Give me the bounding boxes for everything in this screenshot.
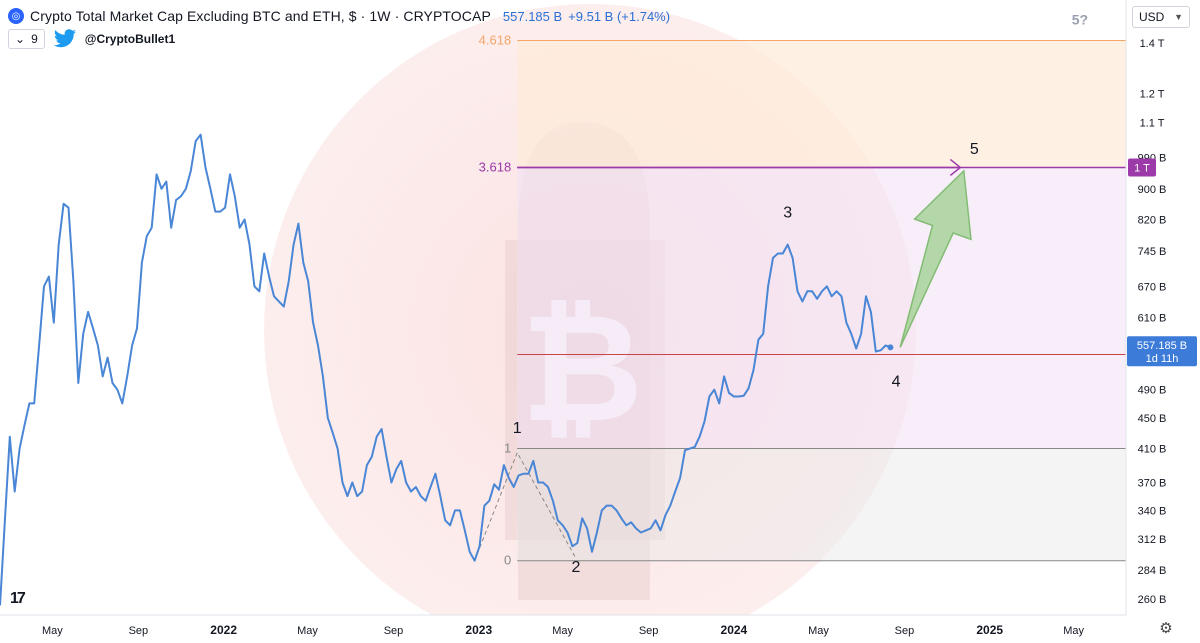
x-tick-label: 2023 [465, 623, 492, 637]
y-tick-label: 900 B [1138, 184, 1167, 196]
symbol-title[interactable]: Crypto Total Market Cap Excluding BTC an… [30, 8, 491, 24]
fib-price-tag-label: 1 T [1134, 162, 1150, 174]
x-tick-label: May [42, 625, 63, 637]
fib-zone-4618 [517, 40, 1126, 168]
y-tick-label: 490 B [1138, 385, 1167, 397]
fib-level-label: 1 [504, 441, 511, 456]
last-price-countdown: 1d 11h [1146, 353, 1179, 365]
price-axis-bg [1126, 0, 1200, 643]
y-tick-label: 370 B [1138, 477, 1167, 489]
cryptocap-logo-icon: ◎ [8, 8, 24, 24]
gear-icon[interactable]: ⚙ [1159, 620, 1173, 637]
indicator-count: 9 [31, 32, 38, 46]
chevron-down-icon: ▼ [1174, 12, 1183, 22]
wave-label: 5? [1072, 11, 1088, 27]
y-tick-label: 450 B [1138, 413, 1167, 425]
x-tick-label: May [297, 625, 318, 637]
currency-select[interactable]: USD ▼ [1132, 6, 1190, 28]
price-series-line [0, 133, 891, 606]
wave-label: 3 [783, 205, 792, 222]
author-handle[interactable]: @CryptoBullet1 [84, 32, 176, 46]
fib-level-label: 0 [504, 553, 511, 568]
wave-label: 4 [892, 373, 901, 390]
indicator-toggle-button[interactable]: ⌄ 9 [8, 29, 45, 49]
wave-label: 1 [513, 420, 522, 437]
x-tick-label: May [1063, 625, 1084, 637]
last-price-tag [1127, 336, 1197, 367]
fib-zone-1 [517, 448, 1126, 561]
last-price-tag-label: 557.185 B [1137, 340, 1187, 352]
x-tick-label: Sep [639, 625, 659, 637]
price-change: +9.51 B (+1.74%) [568, 8, 671, 24]
x-tick-label: Sep [129, 625, 149, 637]
chart-header: ◎ Crypto Total Market Cap Excluding BTC … [8, 6, 670, 26]
y-tick-label: 820 B [1138, 215, 1167, 227]
x-tick-label: 2025 [976, 623, 1003, 637]
y-tick-label: 1.4 T [1140, 38, 1165, 50]
twitter-bird-icon [53, 29, 77, 49]
currency-value: USD [1139, 10, 1165, 24]
target-arrow-head [949, 158, 962, 177]
fib-level-label: 4.618 [479, 32, 512, 47]
fib-zone-3618 [517, 167, 1126, 449]
chevron-down-icon: ⌄ [15, 32, 26, 46]
wave-dashed-line [474, 451, 577, 561]
x-tick-label: Sep [895, 625, 915, 637]
last-price: 557.185 B [502, 8, 563, 24]
y-tick-label: 1.2 T [1140, 89, 1165, 101]
fib-level-label: 3.618 [479, 159, 512, 174]
projection-arrow [899, 169, 972, 348]
y-tick-label: 284 B [1138, 565, 1167, 577]
x-tick-label: 2022 [210, 623, 237, 637]
y-tick-label: 340 B [1138, 505, 1167, 517]
y-tick-label: 1.1 T [1140, 117, 1165, 129]
tradingview-logo-icon: 17 [10, 590, 26, 607]
x-tick-label: May [808, 625, 829, 637]
last-price-dot [887, 344, 894, 351]
time-axis-bg [0, 615, 1126, 643]
y-tick-label: 410 B [1138, 444, 1167, 456]
wave-label: 5 [970, 141, 979, 158]
x-tick-label: 2024 [721, 623, 748, 637]
y-tick-label: 670 B [1138, 281, 1167, 293]
y-tick-label: 312 B [1138, 534, 1167, 546]
y-tick-label: 745 B [1138, 246, 1167, 258]
fib-price-tag [1128, 158, 1156, 177]
indicator-row: ⌄ 9 @CryptoBullet1 [8, 29, 175, 49]
wave-label: 2 [571, 559, 580, 576]
y-tick-label: 610 B [1138, 312, 1167, 324]
x-tick-label: Sep [384, 625, 404, 637]
x-tick-label: May [552, 625, 573, 637]
y-tick-label: 260 B [1138, 594, 1167, 606]
